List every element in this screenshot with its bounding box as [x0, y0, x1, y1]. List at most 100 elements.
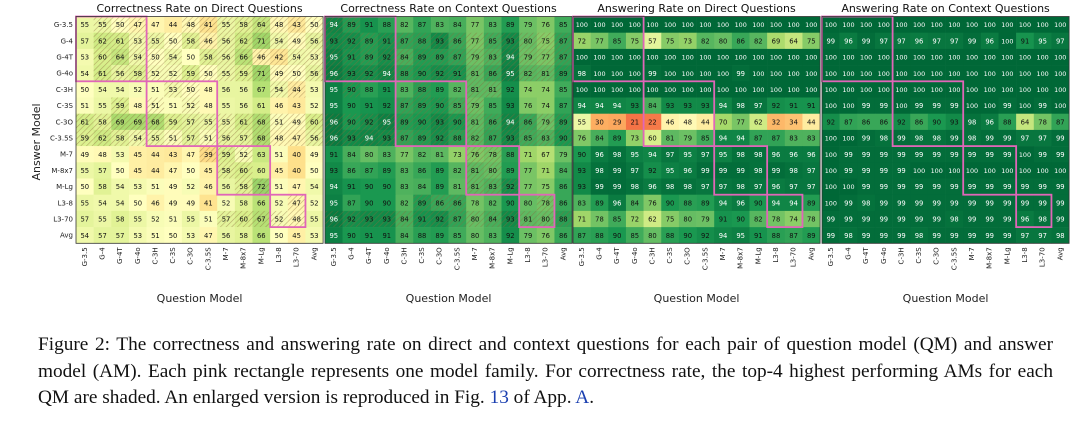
cell-value-label: 83	[541, 135, 550, 143]
cell-value-label: 90	[347, 102, 356, 110]
heatmap-cell	[963, 81, 982, 98]
heatmap-cell	[731, 32, 750, 50]
cell-value-label: 100	[1037, 54, 1049, 62]
cell-value-label: 67	[541, 151, 550, 159]
cell-value-label: 80	[524, 199, 533, 207]
cell-value-label: 99	[862, 135, 871, 143]
heatmap-cell	[998, 81, 1017, 98]
heatmap-cell	[448, 16, 467, 33]
cell-value-label: 99	[950, 199, 959, 207]
cell-value-label: 96	[736, 199, 745, 207]
heatmap-cell	[146, 227, 165, 244]
cell-value-label: 52	[222, 199, 231, 207]
shaded-cell-overlay	[395, 113, 414, 130]
heatmap-cell	[181, 194, 200, 212]
y-tick-label: Avg	[60, 232, 73, 240]
cell-value-label: 100	[895, 21, 907, 29]
cell-value-label: 90	[754, 199, 763, 207]
caption-text-end: .	[589, 387, 595, 408]
cell-value-label: 52	[310, 199, 319, 207]
heatmap-cell	[910, 16, 929, 33]
heatmap-cell	[573, 113, 591, 131]
cell-value-label: 100	[860, 21, 872, 29]
cell-value-label: 53	[310, 54, 319, 62]
heatmap-cell	[963, 162, 982, 179]
cell-value-label: 92	[506, 86, 515, 94]
heatmap-cell	[217, 227, 236, 244]
heatmap-cell	[128, 162, 147, 179]
heatmap-cell	[93, 146, 112, 163]
heatmap-cell	[927, 194, 946, 212]
shaded-cell-overlay	[164, 81, 182, 98]
heatmap-cell	[822, 129, 840, 147]
cell-value-label: 95	[382, 118, 391, 126]
heatmap-cell	[395, 146, 414, 163]
heatmap-cell	[661, 16, 680, 33]
cell-value-label: 57	[239, 135, 248, 143]
heatmap-cell	[696, 227, 715, 244]
heatmap-cell	[252, 97, 271, 114]
x-tick-label: C-3H	[151, 247, 159, 264]
heatmap-cell	[927, 65, 946, 82]
cell-value-label: 99	[897, 232, 906, 240]
shaded-cell-overlay	[234, 32, 253, 49]
x-tick-label: M-8x7	[986, 247, 994, 269]
cell-value-label: 87	[1056, 118, 1065, 126]
x-tick-label: C-3O	[933, 247, 941, 265]
cell-value-label: 86	[488, 70, 497, 78]
cell-value-label: 99	[879, 167, 888, 175]
cell-value-label: 62	[648, 216, 657, 224]
heatmap-cell	[892, 162, 911, 179]
cell-value-label: 99	[968, 183, 977, 191]
heatmap-cell	[945, 162, 964, 179]
cell-value-label: 54	[133, 135, 142, 143]
shaded-cell-overlay	[483, 81, 502, 98]
figure-13-link[interactable]: 13	[489, 387, 509, 408]
cell-value-label: 53	[133, 232, 142, 240]
heatmap-cell	[998, 178, 1017, 195]
heatmap-cell	[696, 146, 715, 163]
cell-value-label: 96	[807, 151, 816, 159]
cell-value-label: 100	[948, 54, 960, 62]
cell-value-label: 100	[948, 21, 960, 29]
cell-value-label: 92	[897, 118, 906, 126]
cell-value-label: 48	[275, 135, 284, 143]
shaded-cell-overlay	[252, 178, 271, 195]
heatmap-cell	[998, 32, 1017, 50]
x-tick-label: M-7	[222, 247, 230, 260]
heatmap-cell	[857, 129, 876, 147]
heatmap-cell	[857, 48, 876, 66]
shaded-cell-overlay	[377, 129, 396, 147]
appendix-a-link[interactable]: A	[575, 387, 590, 408]
cell-value-label: 58	[222, 167, 231, 175]
heatmap-cell	[963, 210, 982, 228]
cell-value-label: 100	[629, 86, 641, 94]
cell-value-label: 49	[169, 199, 178, 207]
cell-value-label: 100	[593, 21, 605, 29]
y-tick-label: M-Lg	[56, 183, 73, 191]
shaded-cell-overlay	[377, 210, 396, 228]
cell-value-label: 97	[789, 183, 798, 191]
cell-value-label: 80	[524, 37, 533, 45]
cell-value-label: 93	[577, 167, 586, 175]
heatmap-cell	[111, 162, 130, 179]
heatmap-cell	[448, 227, 467, 244]
shaded-cell-overlay	[217, 16, 235, 33]
cell-value-label: 100	[878, 70, 890, 78]
cell-value-label: 87	[772, 135, 781, 143]
cell-value-label: 89	[559, 70, 568, 78]
heatmap-cell	[146, 178, 165, 195]
cell-value-label: 54	[133, 54, 142, 62]
x-tick-label: M-7	[719, 247, 727, 260]
heatmap-cell	[839, 81, 858, 98]
heatmap-cell	[910, 81, 929, 98]
cell-value-label: 98	[666, 183, 675, 191]
heatmap-cell	[822, 178, 840, 195]
cell-value-label: 72	[630, 216, 639, 224]
cell-value-label: 96	[1021, 216, 1030, 224]
cell-value-label: 100	[682, 54, 694, 62]
cell-value-label: 99	[613, 183, 622, 191]
heatmap-cell	[945, 48, 964, 66]
heatmap-cell	[128, 81, 147, 98]
